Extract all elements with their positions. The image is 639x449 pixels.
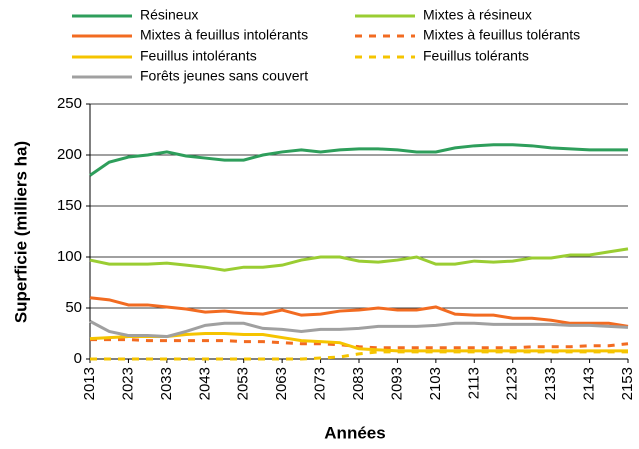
x-tick-label: 2073 <box>312 367 329 400</box>
x-tick-label: 2063 <box>273 367 290 400</box>
y-tick-label: 200 <box>57 146 82 163</box>
x-axis-title: Années <box>324 423 385 442</box>
series-line <box>89 247 629 272</box>
y-tick-label: 250 <box>57 95 82 112</box>
legend-label: Mixtes à feuillus intolérants <box>140 27 308 43</box>
series-line <box>89 319 629 339</box>
x-tick-label: 2113 <box>465 367 482 399</box>
series-line <box>90 338 629 350</box>
legend-label: Forêts jeunes sans couvert <box>140 68 308 84</box>
x-tick-label: 2143 <box>581 367 598 400</box>
y-tick-label: 0 <box>74 350 82 367</box>
x-tick-label: 2043 <box>196 367 213 400</box>
x-tick-label: 2053 <box>235 367 252 400</box>
series-line <box>89 143 628 177</box>
x-tick-label: 2013 <box>81 367 98 400</box>
x-tick-label: 2103 <box>427 367 444 400</box>
x-tick-label: 2153 <box>619 367 636 400</box>
x-tick-label: 2083 <box>350 367 367 400</box>
legend-label: Mixtes à feuillus tolérants <box>423 27 580 43</box>
y-tick-label: 150 <box>57 197 82 214</box>
legend-label: Résineux <box>140 7 198 23</box>
x-tick-label: 2093 <box>388 367 405 400</box>
x-tick-label: 2033 <box>158 367 175 400</box>
x-tick-label: 2133 <box>542 367 559 400</box>
legend-label: Feuillus tolérants <box>423 48 529 64</box>
x-tick-label: 2123 <box>504 367 521 400</box>
y-tick-label: 100 <box>57 248 82 265</box>
x-tick-label: 2023 <box>119 367 136 400</box>
y-tick-label: 50 <box>65 299 82 316</box>
legend-label: Mixtes à résineux <box>423 7 532 23</box>
legend-label: Feuillus intolérants <box>140 48 257 64</box>
series-line <box>90 350 628 361</box>
y-axis-title: Superficie (milliers ha) <box>11 141 30 323</box>
series-line <box>89 296 629 328</box>
